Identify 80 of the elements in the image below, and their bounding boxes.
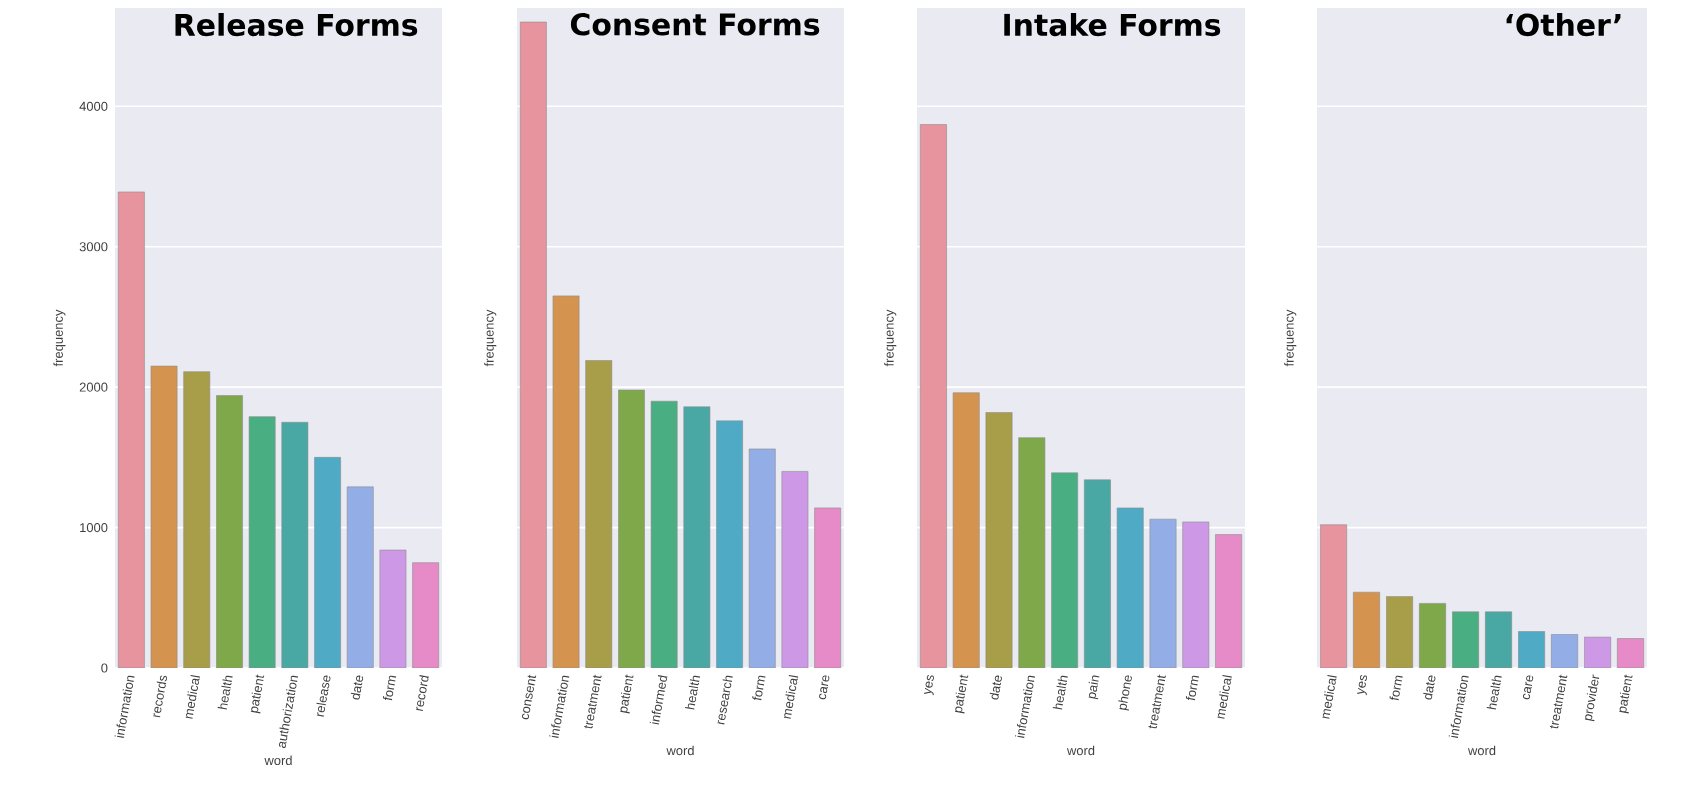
x-axis-title: word [1467, 745, 1496, 756]
chart-title: Release Forms [175, 13, 418, 37]
x-tick-label: patient [1619, 674, 1633, 714]
bar [1452, 611, 1480, 669]
x-tick-label: health [1052, 675, 1068, 710]
bar [781, 471, 809, 669]
bar [985, 412, 1013, 669]
bar [952, 392, 980, 669]
bar [650, 400, 678, 669]
y-tick-label: 4000 [79, 101, 108, 111]
bar [1149, 518, 1177, 669]
y-axis-title: frequency [53, 309, 66, 367]
x-tick-label: yes [1357, 675, 1368, 696]
x-tick-label: information [1014, 675, 1035, 738]
x-tick-label: date [350, 675, 364, 700]
x-tick-label: provider [1584, 674, 1600, 722]
x-tick-label: medical [783, 675, 799, 719]
x-tick-label: information [1448, 675, 1469, 738]
y-axis-title: frequency [1284, 309, 1297, 367]
x-tick-label: care [1522, 675, 1534, 700]
x-axis-title: word [264, 755, 292, 766]
x-axis-title: word [666, 745, 694, 756]
bar [814, 507, 842, 669]
bar [748, 448, 776, 669]
x-tick-label: research [717, 675, 733, 725]
x-tick-label: record [416, 675, 429, 711]
x-tick-label: medical [1322, 675, 1337, 719]
bar [618, 389, 645, 669]
bar [346, 486, 374, 669]
y-axis-title: frequency [484, 309, 497, 367]
bar [1584, 636, 1612, 669]
chart-title: ‘Other’ [1506, 13, 1621, 37]
x-tick-label: pain [1088, 675, 1100, 700]
x-tick-label: health [685, 675, 701, 710]
chart-title: Consent Forms [570, 12, 820, 36]
bar [412, 562, 440, 669]
x-tick-label: authorization [278, 675, 299, 748]
x-tick-label: medical [185, 674, 200, 719]
bar [552, 295, 580, 669]
bar [216, 395, 243, 669]
x-tick-label: yes [924, 675, 934, 696]
x-tick-label: patient [620, 674, 634, 714]
x-axis-title: word [1066, 745, 1095, 756]
chart-title: Intake Forms [1004, 13, 1221, 37]
x-tick-label: patient [250, 674, 265, 714]
x-tick-label: informed [649, 675, 668, 725]
x-tick-label: date [1423, 675, 1436, 700]
x-tick-label: treatment [1148, 674, 1166, 729]
y-tick-label: 1000 [80, 523, 108, 533]
y-tick-label: 2000 [79, 382, 108, 392]
y-tick-label: 3000 [79, 242, 108, 252]
x-tick-label: records [153, 675, 168, 718]
x-tick-label: medical [1217, 675, 1232, 719]
x-tick-label: health [217, 675, 233, 710]
y-axis-title: frequency [884, 309, 897, 367]
bar [1116, 507, 1144, 669]
x-tick-label: information [549, 675, 570, 738]
x-tick-label: patient [954, 674, 969, 714]
x-tick-label: information [114, 675, 135, 738]
x-tick-label: release [316, 675, 331, 717]
bar [716, 420, 743, 669]
bar [1320, 524, 1348, 669]
bar [1182, 521, 1210, 669]
x-tick-label: date [989, 675, 1002, 700]
x-tick-label: treatment [584, 674, 602, 729]
x-tick-label: health [1486, 675, 1502, 710]
x-tick-label: form [1185, 675, 1199, 701]
bar [314, 457, 341, 669]
x-tick-label: consent [521, 674, 537, 720]
bar [1386, 596, 1414, 669]
x-tick-label: phone [1118, 675, 1132, 711]
bar [1518, 631, 1546, 669]
bar [1018, 437, 1046, 669]
y-tick-label: 0 [101, 663, 108, 673]
x-tick-label: form [1389, 675, 1403, 701]
x-tick-label: form [383, 675, 397, 701]
bar [248, 416, 276, 669]
x-tick-label: care [819, 675, 830, 700]
x-tick-label: treatment [1549, 674, 1568, 729]
x-tick-label: form [752, 675, 766, 701]
